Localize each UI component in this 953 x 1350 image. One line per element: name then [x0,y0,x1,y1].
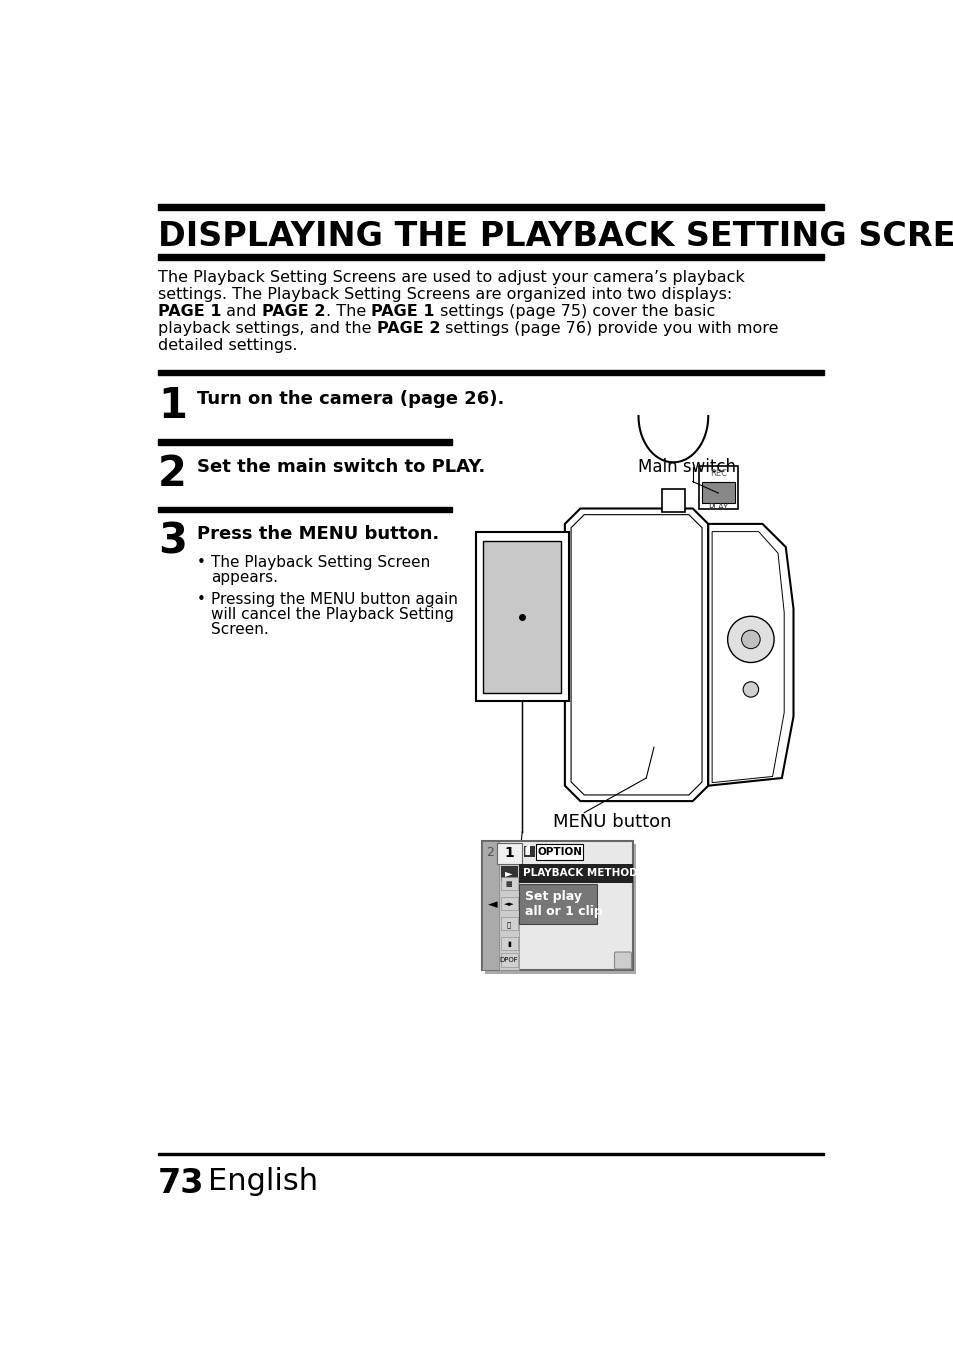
Text: will cancel the Playback Setting: will cancel the Playback Setting [211,608,453,622]
Text: Pressing the MENU button again: Pressing the MENU button again [211,591,457,606]
Text: and: and [221,304,262,319]
Circle shape [742,682,758,697]
Text: 2: 2 [158,454,187,495]
Text: 1: 1 [504,846,514,860]
Text: PLAY: PLAY [707,504,727,512]
Text: DISPLAYING THE PLAYBACK SETTING SCREENS: DISPLAYING THE PLAYBACK SETTING SCREENS [158,220,953,252]
Polygon shape [476,532,568,701]
Text: PLAYBACK METHOD: PLAYBACK METHOD [522,868,638,879]
Text: ▦: ▦ [505,882,512,887]
Bar [500,896,517,910]
Text: PAGE 2: PAGE 2 [376,320,439,336]
Bar [484,844,636,973]
Polygon shape [483,541,560,694]
Bar [518,884,596,925]
Bar [158,254,823,259]
Bar [701,482,734,504]
Text: ⚿: ⚿ [506,921,511,927]
Polygon shape [707,524,793,786]
Text: settings (page 76) provide you with more: settings (page 76) provide you with more [439,320,778,336]
Text: ◄►: ◄► [503,902,514,907]
Bar [500,953,517,967]
Bar [500,865,517,882]
Text: The Playback Setting Screens are used to adjust your camera’s playback: The Playback Setting Screens are used to… [158,270,744,285]
Bar [699,466,737,509]
Text: •: • [196,591,206,606]
Bar [158,204,823,209]
Text: Press the MENU button.: Press the MENU button. [196,525,438,544]
Text: playback settings, and the: playback settings, and the [158,320,376,336]
Polygon shape [564,509,707,801]
Text: appears.: appears. [211,570,277,585]
Circle shape [740,630,760,648]
Bar [500,937,517,950]
Text: ◄: ◄ [487,898,497,911]
Text: . The: . The [325,304,371,319]
Bar [158,370,823,375]
Text: OPTION: OPTION [537,846,582,857]
Text: English: English [208,1166,318,1196]
Text: DPOF: DPOF [499,957,517,964]
Text: ►: ► [505,868,513,879]
Circle shape [727,617,773,663]
Text: Screen.: Screen. [211,622,268,637]
Bar [498,864,518,971]
Bar [500,917,517,930]
Polygon shape [525,844,530,855]
Bar [481,841,498,971]
Bar [158,439,452,444]
Bar [158,1153,823,1156]
Text: all or 1 clip: all or 1 clip [525,906,602,918]
Bar [497,842,521,864]
Bar [523,845,534,856]
Bar [661,489,684,513]
Text: Main switch: Main switch [638,458,736,475]
Bar [500,876,517,891]
Text: Set the main switch to PLAY.: Set the main switch to PLAY. [196,458,484,475]
Text: settings (page 75) cover the basic: settings (page 75) cover the basic [434,304,714,319]
Text: PAGE 1: PAGE 1 [158,304,221,319]
Text: MENU button: MENU button [553,813,671,830]
Bar [158,508,452,513]
Bar [518,864,633,883]
Bar [536,844,582,860]
Text: 2: 2 [486,846,494,859]
Text: settings. The Playback Setting Screens are organized into two displays:: settings. The Playback Setting Screens a… [158,286,732,302]
Text: PAGE 2: PAGE 2 [262,304,325,319]
Text: The Playback Setting Screen: The Playback Setting Screen [211,555,430,570]
Text: Turn on the camera (page 26).: Turn on the camera (page 26). [196,390,503,408]
Text: 3: 3 [158,521,187,563]
Text: REC: REC [709,470,726,478]
Text: 1: 1 [158,385,187,428]
Text: •: • [196,555,206,570]
Text: ▮: ▮ [507,941,511,948]
Text: Set play: Set play [525,890,581,903]
Text: 73: 73 [158,1166,204,1200]
Bar [481,841,633,971]
Text: PAGE 1: PAGE 1 [371,304,434,319]
Text: detailed settings.: detailed settings. [158,338,297,352]
FancyBboxPatch shape [614,952,631,969]
